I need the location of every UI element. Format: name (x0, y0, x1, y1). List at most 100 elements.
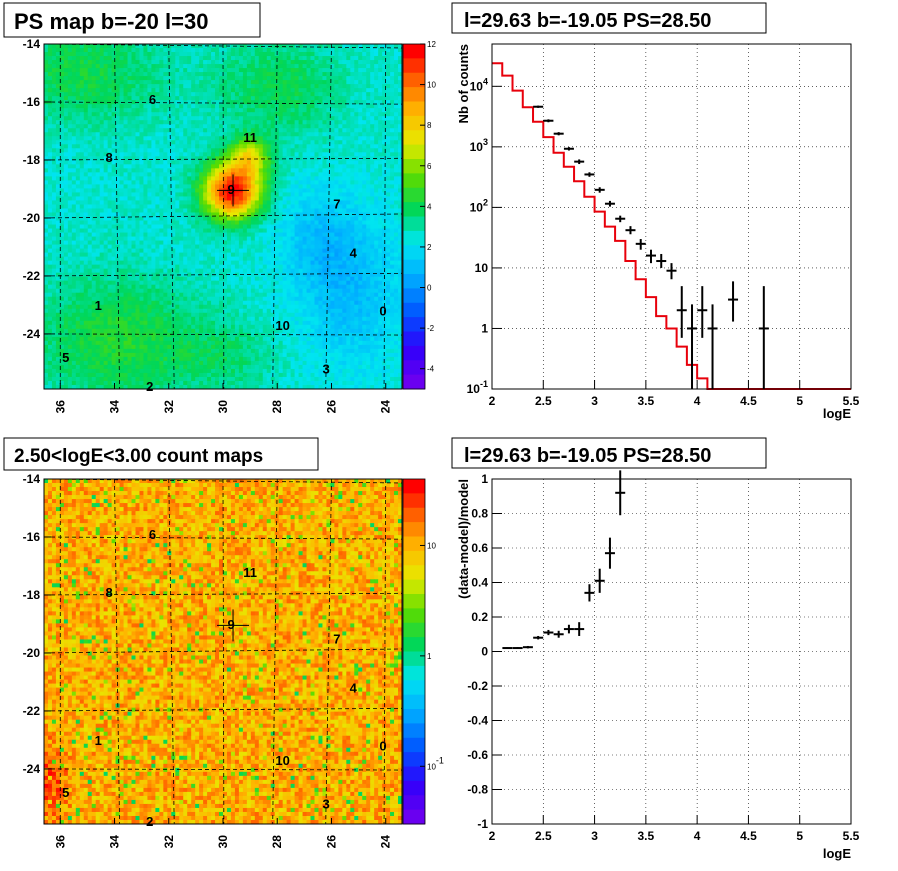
heatmap-cell (294, 260, 300, 266)
heatmap-cell (107, 128, 113, 133)
heatmap-cell (378, 216, 383, 222)
heatmap-cell (274, 200, 280, 205)
heatmap-cell (143, 152, 148, 157)
heatmap-cell (302, 160, 308, 165)
heatmap-cell (63, 52, 69, 57)
heatmap-cell (322, 244, 327, 250)
heatmap-cell (338, 208, 343, 213)
heatmap-cell (67, 160, 73, 165)
heatmap-cell (350, 116, 355, 121)
heatmap-cell (99, 228, 105, 234)
heatmap-cell (191, 240, 196, 246)
heatmap-cell (55, 172, 61, 177)
heatmap-cell (107, 160, 113, 165)
heatmap-cell (211, 176, 216, 181)
heatmap-cell (230, 256, 236, 262)
heatmap-cell (366, 108, 371, 113)
heatmap-cell (362, 44, 367, 49)
heatmap-cell (234, 228, 240, 234)
heatmap-cell (191, 112, 196, 117)
heatmap-cell (282, 172, 288, 177)
heatmap-cell (55, 264, 61, 270)
heatmap-cell (298, 112, 304, 117)
heatmap-cell (290, 196, 296, 201)
heatmap-cell (51, 252, 57, 258)
heatmap-cell (71, 152, 77, 157)
heatmap-cell (71, 236, 77, 242)
heatmap-cell (87, 156, 93, 161)
heatmap-cell (270, 84, 276, 89)
heatmap-cell (358, 240, 363, 246)
heatmap-cell (99, 120, 105, 125)
heatmap-cell (298, 200, 304, 205)
heatmap-cell (163, 76, 168, 81)
heatmap-cell (175, 176, 180, 181)
heatmap-cell (258, 256, 264, 262)
heatmap-cell (63, 112, 69, 117)
heatmap-cell (111, 96, 117, 101)
heatmap-cell (274, 232, 280, 238)
heatmap-cell (246, 112, 252, 117)
heatmap-cell (67, 60, 73, 65)
heatmap-cell (338, 232, 343, 238)
heatmap-cell (215, 248, 220, 254)
heatmap-cell (262, 84, 268, 89)
heatmap-cell (362, 240, 367, 246)
heatmap-cell (290, 224, 296, 230)
heatmap-cell (310, 196, 315, 201)
heatmap-cell (374, 212, 379, 217)
heatmap-cell (223, 44, 228, 49)
heatmap-cell (370, 80, 375, 85)
heatmap-cell (314, 256, 319, 262)
heatmap-cell (71, 224, 77, 230)
heatmap-cell (350, 216, 355, 222)
heatmap-cell (44, 156, 49, 161)
heatmap-cell (258, 116, 264, 121)
heatmap-cell (135, 88, 140, 93)
heatmap-cell (215, 80, 220, 85)
heatmap-cell (171, 168, 176, 173)
heatmap-cell (278, 240, 284, 246)
heatmap-cell (143, 68, 148, 73)
heatmap-cell (179, 220, 184, 226)
heatmap-cell (294, 192, 300, 197)
heatmap-cell (91, 196, 97, 201)
heatmap-cell (47, 48, 53, 53)
heatmap-cell (290, 44, 296, 49)
heatmap-cell (322, 92, 327, 97)
heatmap-cell (278, 188, 284, 193)
heatmap-cell (286, 184, 292, 189)
heatmap-cell (302, 60, 308, 65)
heatmap-cell (163, 112, 168, 117)
heatmap-cell (107, 148, 113, 153)
heatmap-cell (382, 212, 387, 217)
heatmap-cell (226, 80, 232, 85)
heatmap-cell (258, 52, 264, 57)
heatmap-cell (350, 60, 355, 65)
heatmap-cell (55, 232, 61, 238)
heatmap-cell (378, 120, 383, 125)
heatmap-cell (306, 184, 312, 189)
heatmap-cell (366, 200, 371, 205)
heatmap-cell (111, 200, 117, 205)
heatmap-cell (346, 100, 351, 105)
heatmap-cell (266, 92, 272, 97)
heatmap-cell (47, 204, 53, 209)
heatmap-cell (223, 64, 228, 69)
heatmap-cell (226, 96, 232, 101)
heatmap-cell (199, 92, 204, 97)
heatmap-cell (183, 60, 188, 65)
heatmap-cell (234, 80, 240, 85)
heatmap-cell (298, 152, 304, 157)
heatmap-cell (87, 192, 93, 197)
heatmap-cell (67, 100, 73, 105)
heatmap-cell (374, 64, 379, 69)
heatmap-cell (155, 48, 160, 53)
heatmap-cell (342, 140, 347, 145)
heatmap-cell (346, 208, 351, 213)
heatmap-cell (95, 124, 101, 129)
heatmap-cell (207, 60, 212, 65)
heatmap-cell (386, 196, 391, 201)
heatmap-cell (75, 208, 81, 213)
heatmap-cell (270, 64, 276, 69)
